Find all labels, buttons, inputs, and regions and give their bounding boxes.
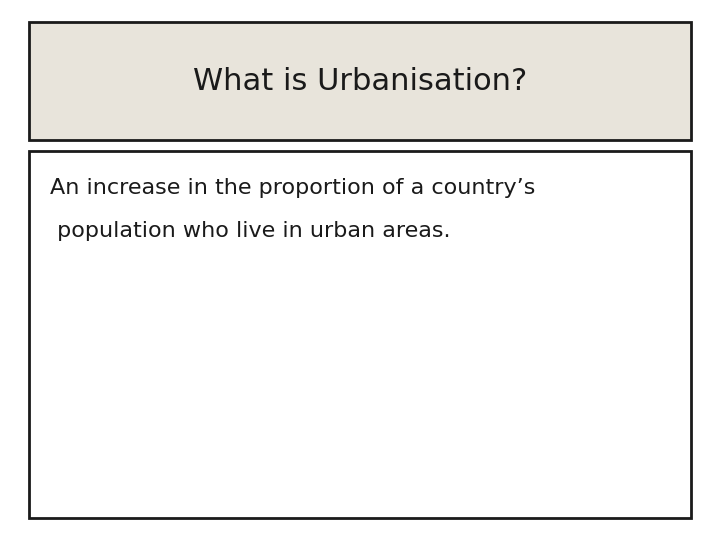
FancyBboxPatch shape (29, 151, 691, 518)
FancyBboxPatch shape (29, 22, 691, 140)
Text: An increase in the proportion of a country’s: An increase in the proportion of a count… (50, 178, 536, 198)
Text: population who live in urban areas.: population who live in urban areas. (50, 221, 451, 241)
Text: What is Urbanisation?: What is Urbanisation? (193, 66, 527, 96)
